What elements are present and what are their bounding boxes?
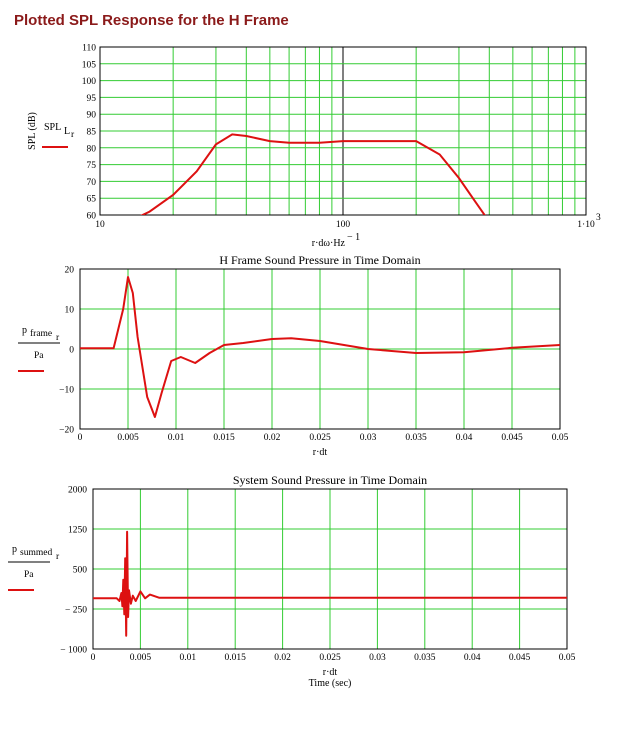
series-line-summed [93,530,567,637]
chart-title: H Frame Sound Pressure in Time Domain [219,253,420,267]
legend-denominator: Pa [24,570,34,580]
x-tick-label: 100 [336,220,351,230]
y-tick-label: 85 [87,128,97,138]
plot-frame [99,46,587,216]
legend-label: SPL [44,122,61,133]
x-tick-label: 0.04 [464,653,481,663]
x-tick-label: 0.05 [552,433,569,443]
x-tick-label: 0.045 [509,653,531,663]
x-tick-label: 0.035 [405,433,427,443]
series-line-spl [140,133,486,215]
y-tick-label: − 1000 [60,646,87,656]
y-tick-label: 60 [87,212,97,222]
x-tick-label: 0.01 [179,653,196,663]
x-axis-label-exponent: − 1 [347,232,360,243]
x-tick-label: 0.045 [501,433,523,443]
x-tick-exponent: 3 [596,213,601,223]
y-tick-label: 70 [87,178,97,188]
y-tick-label: 75 [87,161,97,171]
y-tick-label: 90 [87,111,97,121]
spl-chart: 60 65 70 75 80 85 90 95 100 105 110 10 100 1·103 r·dω·… [27,44,601,250]
chart-title: System Sound Pressure in Time Domain [233,473,427,487]
y-tick-label: − 250 [65,606,87,616]
legend-numerator: p [12,544,17,555]
x-tick-label: 10 [95,220,105,230]
x-tick-label: 0.035 [414,653,436,663]
y-tick-label: 80 [87,144,97,154]
series-line-frame [80,276,560,418]
x-tick-label: 0.025 [319,653,341,663]
x-axis-label: r·dt [313,447,328,458]
legend-numerator-subsub: r [56,333,60,343]
x-tick-label: 0.03 [369,653,386,663]
x-tick-label: 0.005 [130,653,152,663]
x-tick-label: 0 [78,433,83,443]
legend-numerator-sub: frame [30,328,52,339]
y-tick-label: 65 [87,195,97,205]
x-tick-label: 0.02 [264,433,281,443]
legend-denominator: Pa [34,351,44,361]
x-tick-label: 0.025 [309,433,331,443]
x-tick-label: 1·10 [577,220,595,230]
y-tick-label: −20 [59,426,74,436]
page-title: Plotted SPL Response for the H Frame [14,12,289,29]
y-tick-label: 20 [65,266,75,276]
legend-numerator-subsub: r [56,552,60,562]
x-axis-label: r·dt [323,667,338,678]
y-tick-label: 500 [73,566,88,576]
legend-label-sub: L [64,126,70,137]
legend-label-subsub: r [71,130,75,140]
x-tick-label: 0.015 [213,433,235,443]
x-tick-label: 0.04 [456,433,473,443]
y-tick-label: −10 [59,386,74,396]
y-tick-label: 100 [82,77,97,87]
legend-numerator: p [22,325,27,336]
x-tick-label: 0.01 [168,433,185,443]
time-chart-frame: 0 0.005 0.01 0.015 0.02 0.025 0.03 0.035 0.04 0.0… [18,253,569,458]
legend-numerator-sub: summed [20,548,52,558]
x-tick-label: 0.03 [360,433,377,443]
y-tick-label: 95 [87,94,97,104]
x-tick-label: 0.005 [117,433,139,443]
plot-frame [92,488,568,650]
y-tick-label: 0 [69,346,74,356]
y-tick-label: 110 [82,44,96,54]
y-tick-label: 1250 [68,526,87,536]
y-tick-label: 10 [65,306,75,316]
y-axis-label: SPL (dB) [27,112,38,150]
y-tick-label: 105 [82,60,97,70]
y-tick-label: 2000 [68,486,87,496]
x-tick-label: 0.02 [274,653,291,663]
x-axis-label-2: Time (sec) [309,678,352,689]
x-axis-label: r·dω·Hz [312,238,346,249]
x-tick-label: 0.015 [225,653,247,663]
time-chart-summed: 0 0.005 0.01 0.015 0.02 0.025 0.03 0.035 0.04 0.0… [8,473,576,689]
x-tick-label: 0.05 [559,653,576,663]
x-tick-label: 0 [91,653,96,663]
